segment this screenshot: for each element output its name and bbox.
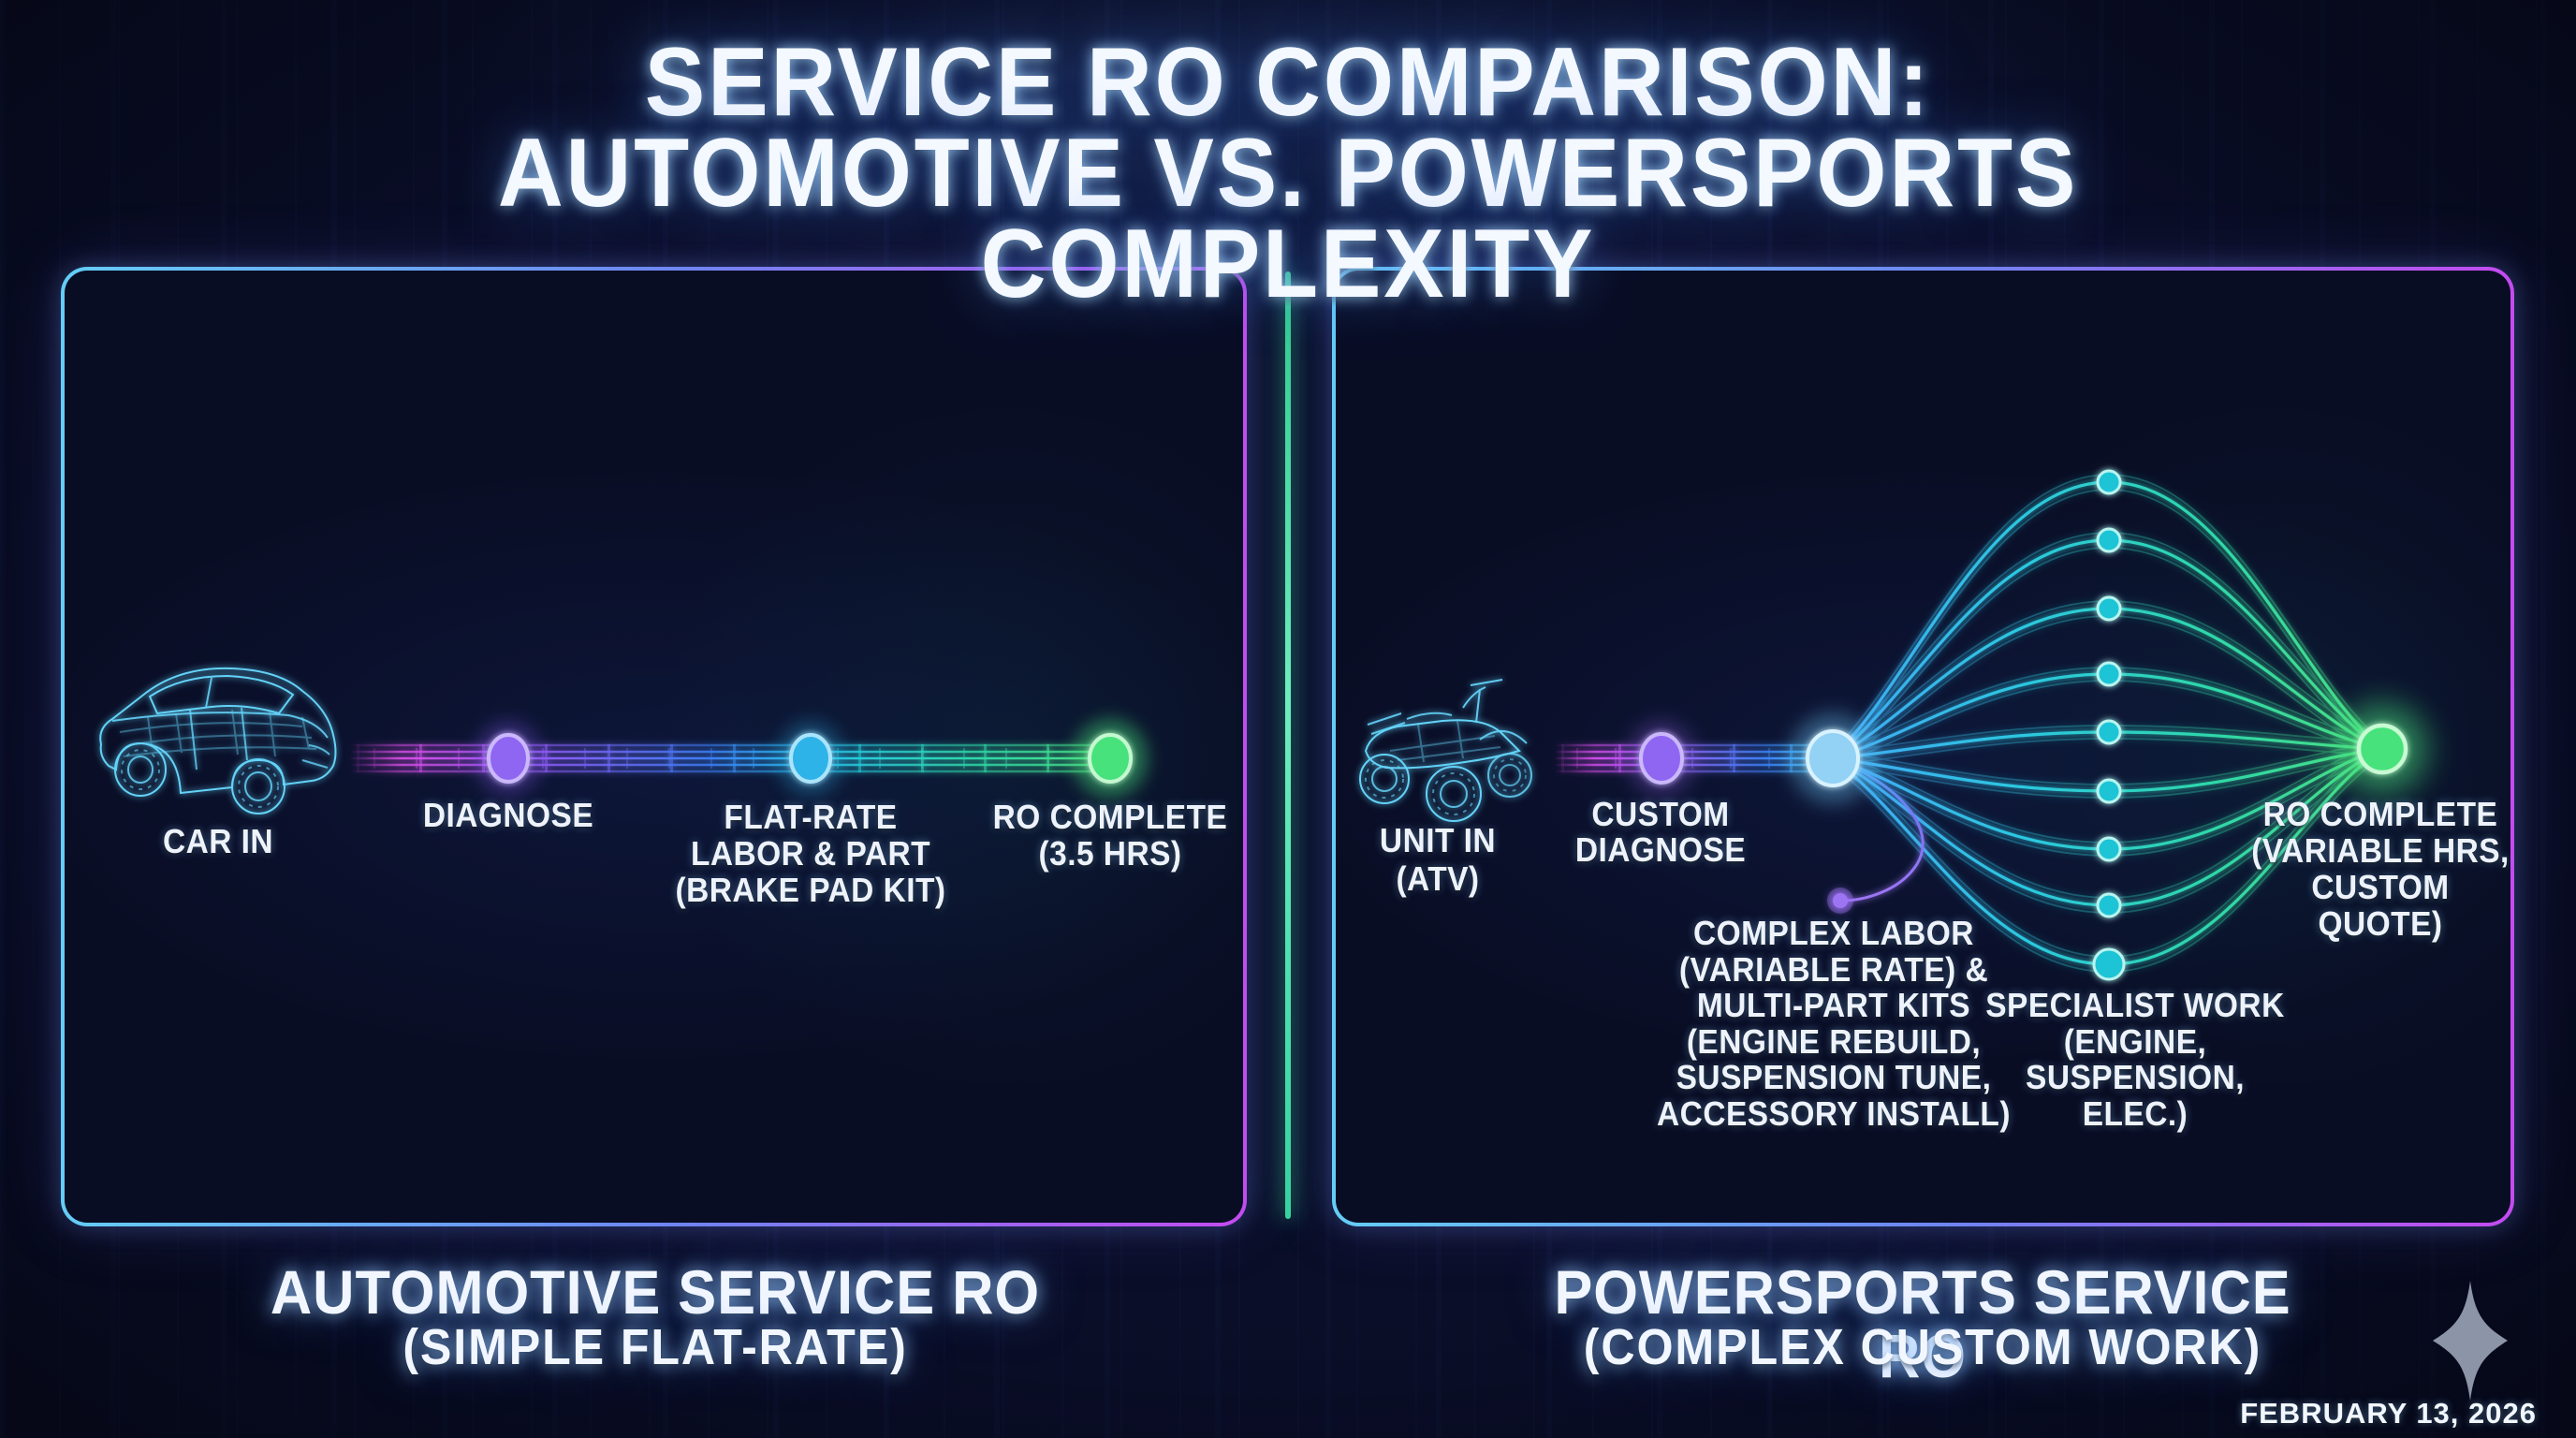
powersports-timeline-nodes xyxy=(1628,691,2440,807)
diagnose-label: DIAGNOSE xyxy=(422,796,594,834)
custom-diagnose-label: CUSTOM DIAGNOSE xyxy=(1574,795,1747,869)
ro-complete-label-right: RO COMPLETE (VARIABLE HRS, CUSTOM QUOTE) xyxy=(2251,795,2510,943)
panel-divider xyxy=(1285,271,1291,1219)
flat-rate-node xyxy=(789,733,832,784)
powersports-panel: UNIT IN (ATV) CUSTOM DIAGNOSE COMPLEX LA… xyxy=(1332,267,2514,1226)
powersports-flow-graphic xyxy=(1359,469,2440,981)
ro-complete-node-right xyxy=(2356,723,2408,775)
dead-end-node xyxy=(1833,893,1848,908)
page-title-line1: SERVICE RO COMPARISON: xyxy=(644,28,1932,137)
specialist-work-nodes xyxy=(2092,469,2126,981)
specialist-work-label: SPECIALIST WORK (ENGINE, SUSPENSION, ELE… xyxy=(1985,986,2285,1133)
hub-node xyxy=(1806,729,1860,787)
ro-complete-node xyxy=(1088,733,1133,784)
car-wireframe-icon xyxy=(99,667,337,814)
page-title: SERVICE RO COMPARISON: AUTOMOTIVE VS. PO… xyxy=(200,28,2377,318)
automotive-timeline-nodes xyxy=(475,719,1148,798)
atv-wireframe-icon xyxy=(1359,679,1532,822)
automotive-caption-subtitle: (SIMPLE FLAT-RATE) xyxy=(402,1319,908,1375)
date-label: FEBRUARY 13, 2026 xyxy=(2240,1397,2537,1430)
flat-rate-label: FLAT-RATE LABOR & PART (BRAKE PAD KIT) xyxy=(675,798,946,909)
ro-complete-label-left: RO COMPLETE (3.5 HRS) xyxy=(992,798,1228,873)
page-title-line2: AUTOMOTIVE VS. POWERSPORTS COMPLEXITY xyxy=(497,119,2079,318)
sparkle-icon xyxy=(2433,1281,2508,1401)
powersports-caption-title: POWERSPORTS SERVICE RO xyxy=(1554,1257,2291,1390)
complex-labor-label: COMPLEX LABOR (VARIABLE RATE) & MULTI-PA… xyxy=(1657,914,2011,1133)
automotive-flow-graphic xyxy=(99,667,1148,814)
unit-in-label: UNIT IN (ATV) xyxy=(1379,821,1497,898)
automotive-caption-title: AUTOMOTIVE SERVICE RO xyxy=(270,1257,1041,1327)
automotive-timeline-ribbon xyxy=(349,743,1112,773)
car-in-label: CAR IN xyxy=(162,822,274,860)
powersports-caption-subtitle: (COMPLEX CUSTOM WORK) xyxy=(1583,1319,2262,1375)
custom-diagnose-node xyxy=(1639,732,1684,785)
diagnose-node xyxy=(487,733,530,784)
dead-end-branch xyxy=(1827,756,1925,914)
automotive-panel: CAR IN DIAGNOSE FLAT-RATE LABOR & PART (… xyxy=(61,267,1247,1226)
